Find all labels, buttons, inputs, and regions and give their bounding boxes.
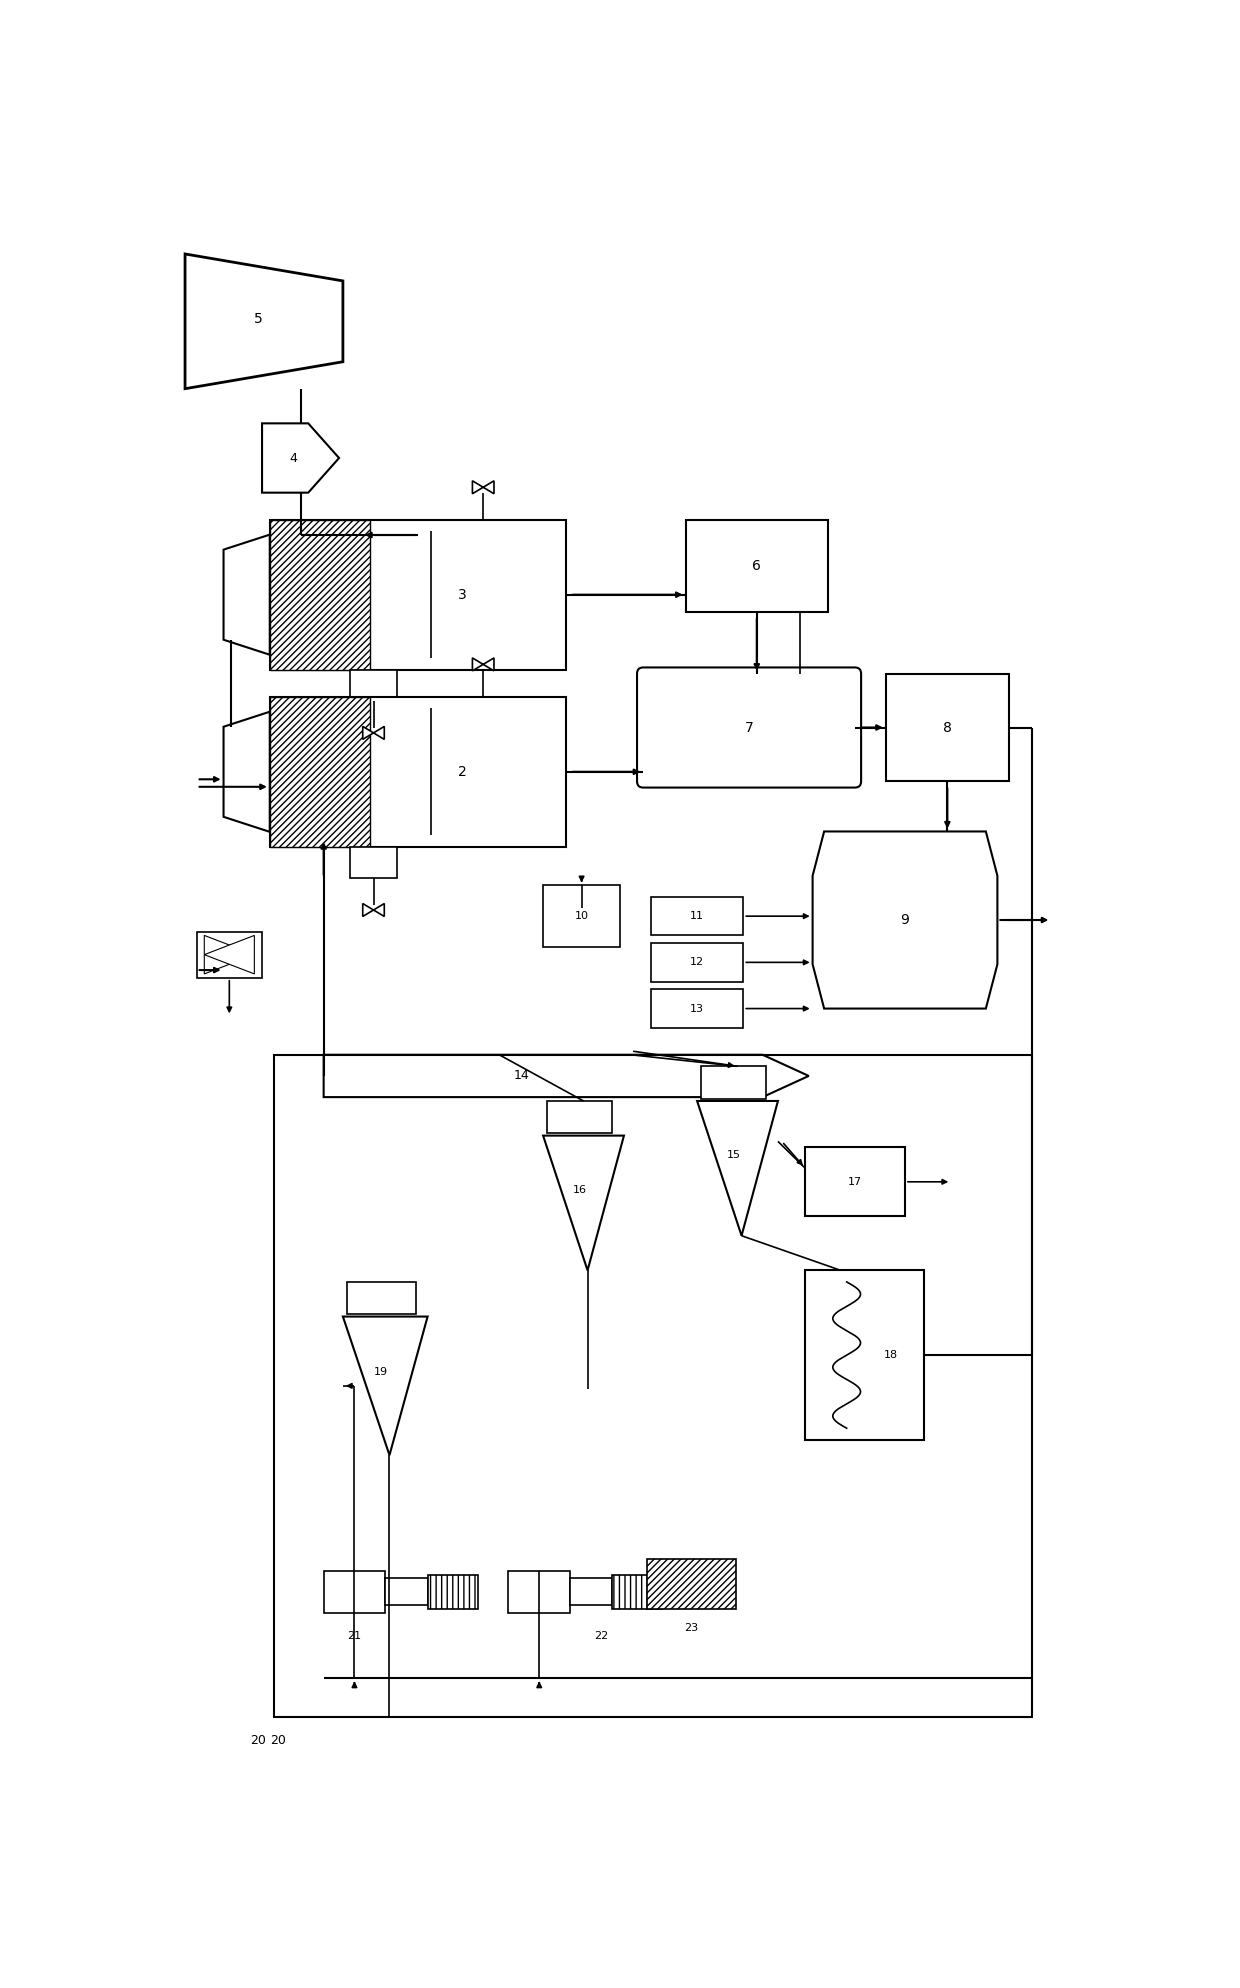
Bar xyxy=(270,696,567,847)
Text: 22: 22 xyxy=(594,1630,608,1642)
Bar xyxy=(701,1066,766,1099)
Polygon shape xyxy=(812,831,997,1008)
Text: 16: 16 xyxy=(573,1185,587,1195)
Bar xyxy=(613,1574,662,1608)
Text: 20: 20 xyxy=(270,1734,285,1747)
Bar xyxy=(651,990,743,1028)
Polygon shape xyxy=(205,936,254,974)
Bar xyxy=(547,1101,613,1133)
Text: 23: 23 xyxy=(684,1624,698,1634)
Bar xyxy=(651,942,743,982)
Bar xyxy=(351,847,397,877)
Bar xyxy=(805,1270,924,1439)
Polygon shape xyxy=(363,903,384,916)
Polygon shape xyxy=(343,1316,428,1455)
Bar xyxy=(508,1571,570,1612)
Bar xyxy=(274,1056,1032,1718)
Bar xyxy=(197,932,262,978)
Bar xyxy=(324,1571,386,1612)
Bar xyxy=(805,1147,905,1217)
Text: 5: 5 xyxy=(254,312,263,326)
Text: 4: 4 xyxy=(289,451,296,465)
Polygon shape xyxy=(472,481,494,493)
Text: 7: 7 xyxy=(745,720,754,734)
Bar xyxy=(270,519,370,670)
Bar xyxy=(386,1578,428,1604)
Bar xyxy=(647,1559,735,1608)
Text: 20: 20 xyxy=(250,1734,267,1747)
Polygon shape xyxy=(543,1135,624,1270)
Text: 6: 6 xyxy=(753,559,761,573)
Bar xyxy=(270,696,370,847)
Text: 15: 15 xyxy=(727,1149,740,1159)
Polygon shape xyxy=(472,658,494,670)
Text: 8: 8 xyxy=(942,720,952,734)
Bar xyxy=(885,674,1009,781)
Bar xyxy=(651,897,743,936)
Polygon shape xyxy=(223,712,270,831)
Bar xyxy=(570,1578,613,1604)
Text: 9: 9 xyxy=(900,912,909,926)
Polygon shape xyxy=(363,726,384,740)
Text: 3: 3 xyxy=(458,588,466,602)
Polygon shape xyxy=(262,423,339,493)
Text: 18: 18 xyxy=(884,1350,898,1360)
Bar xyxy=(347,1282,417,1314)
Text: 2: 2 xyxy=(458,765,466,779)
Polygon shape xyxy=(185,254,343,390)
Polygon shape xyxy=(205,936,254,974)
Text: 19: 19 xyxy=(374,1368,388,1378)
Text: 10: 10 xyxy=(574,911,589,920)
FancyBboxPatch shape xyxy=(637,668,861,787)
Text: 14: 14 xyxy=(513,1070,529,1081)
Text: 13: 13 xyxy=(691,1004,704,1014)
Polygon shape xyxy=(324,1056,808,1097)
Text: 17: 17 xyxy=(848,1177,862,1187)
Bar xyxy=(270,519,567,670)
Bar xyxy=(686,519,828,612)
Text: 21: 21 xyxy=(347,1630,362,1642)
Polygon shape xyxy=(697,1101,777,1237)
Bar xyxy=(543,885,620,946)
Polygon shape xyxy=(223,535,270,654)
Text: 11: 11 xyxy=(691,911,704,920)
Bar xyxy=(351,670,397,700)
Text: 12: 12 xyxy=(689,958,704,968)
Bar xyxy=(428,1574,477,1608)
